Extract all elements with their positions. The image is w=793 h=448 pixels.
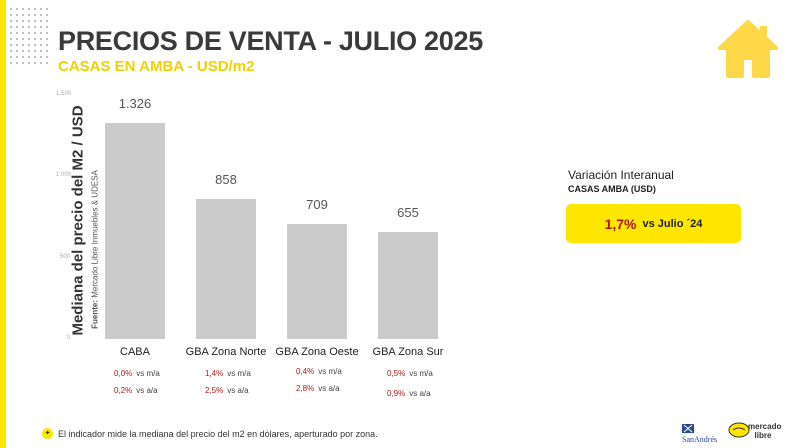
category-label: GBA Zona Norte (185, 346, 267, 358)
sanandres-text: SanAndrés (682, 435, 718, 444)
variation-value: 0,0% (114, 369, 133, 378)
variation-mom: 0,0% vs m/a (114, 369, 160, 378)
page-title: PRECIOS DE VENTA - JULIO 2025 (58, 26, 483, 56)
variation-mom: 0,4% vs m/a (296, 367, 342, 376)
source-text: Mercado Libre Inmuebles & UDESA (90, 170, 100, 298)
source-note: Fuente: Mercado Libre Inmuebles & UDESA (91, 150, 100, 350)
bar (105, 123, 165, 339)
interannual-title: Variación Interanual (568, 168, 674, 182)
category-label: CABA (120, 346, 150, 358)
variation-value: 0,2% (114, 386, 133, 395)
variation-label: vs m/a (409, 369, 433, 378)
variation-label: vs m/a (227, 369, 251, 378)
interannual-subtitle: CASAS AMBA (USD) (568, 184, 656, 194)
page-subtitle: CASAS EN AMBA - USD/m2 (58, 58, 255, 75)
variation-yoy: 2,5% vs a/a (205, 386, 249, 395)
y-tick-label: 500 (59, 253, 70, 260)
mercadolibre-logo: mercado libre (748, 422, 782, 440)
y-tick-label: 1.500 (56, 91, 72, 97)
variation-mom: 1,4% vs m/a (205, 369, 251, 378)
variation-label: vs a/a (409, 389, 431, 398)
variation-value: 0,4% (296, 367, 315, 376)
house-icon (718, 20, 778, 78)
source-label: Fuente: (90, 299, 100, 329)
bar (378, 232, 438, 339)
variation-mom: 0,5% vs m/a (387, 369, 433, 378)
variation-yoy: 0,2% vs a/a (114, 386, 158, 395)
data-label: 1.326 (118, 96, 152, 112)
y-tick-label: 0 (66, 335, 70, 341)
interannual-value: 1,7% (604, 215, 637, 232)
mercadolibre-handshake-icon (728, 422, 750, 438)
sanandres-shield-icon (682, 424, 694, 433)
variation-yoy: 2,8% vs a/a (296, 384, 340, 393)
variation-value: 2,5% (205, 386, 224, 395)
data-label: 858 (215, 172, 237, 188)
data-label: 655 (397, 205, 419, 221)
variation-value: 0,5% (387, 369, 406, 378)
variation-label: vs a/a (136, 386, 158, 395)
category-label: GBA Zona Sur (372, 346, 444, 358)
variation-value: 1,4% (205, 369, 224, 378)
y-tick-label: 1.000 (56, 172, 72, 179)
interannual-badge: 1,7% vs Julio ´24 (566, 204, 741, 243)
bar (196, 199, 256, 339)
variation-value: 2,8% (296, 384, 315, 393)
variation-value: 0,9% (387, 389, 406, 398)
variation-yoy: 0,9% vs a/a (387, 389, 431, 398)
interannual-text: vs Julio ´24 (642, 217, 703, 230)
dot-pattern (8, 6, 48, 66)
accent-bar (0, 0, 6, 448)
sanandres-logo: SanAndrés (682, 424, 717, 444)
category-label: GBA Zona Oeste (275, 346, 359, 358)
info-icon: ✦ (42, 428, 53, 439)
variation-label: vs a/a (227, 386, 249, 395)
data-label: 709 (306, 196, 328, 212)
variation-label: vs m/a (318, 367, 342, 376)
y-axis-label: Mediana del precio del M2 / USD (69, 105, 87, 336)
variation-label: vs m/a (136, 369, 160, 378)
footnote: El indicador mide la mediana del precio … (58, 429, 378, 439)
variation-label: vs a/a (318, 384, 340, 393)
bar (287, 223, 347, 339)
